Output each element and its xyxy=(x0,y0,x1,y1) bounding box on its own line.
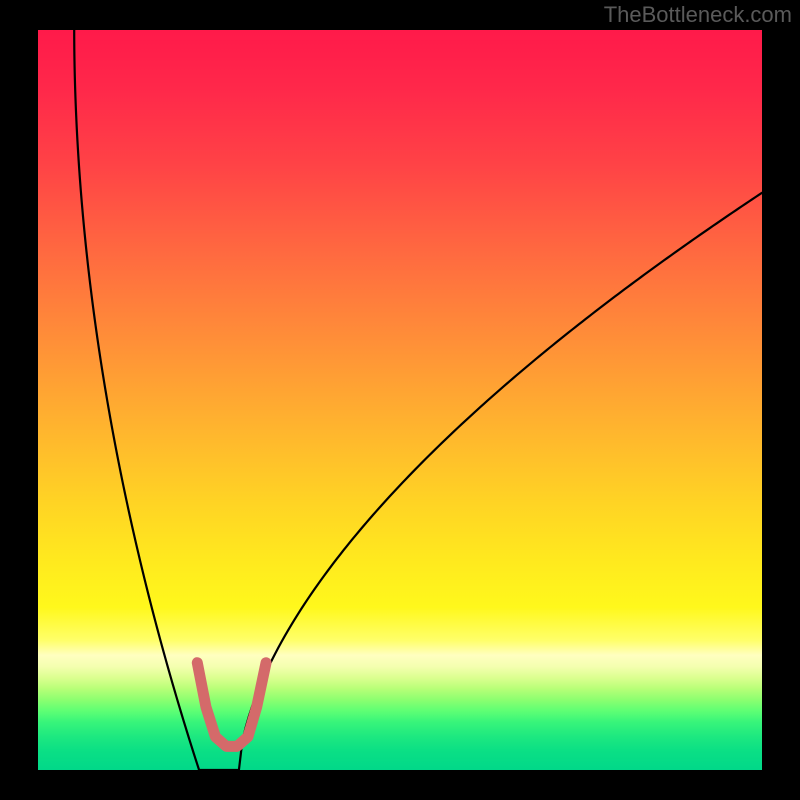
bottleneck-curve-chart xyxy=(0,0,800,800)
watermark-text: TheBottleneck.com xyxy=(604,2,792,28)
chart-container: TheBottleneck.com xyxy=(0,0,800,800)
plot-background-gradient xyxy=(38,30,762,770)
